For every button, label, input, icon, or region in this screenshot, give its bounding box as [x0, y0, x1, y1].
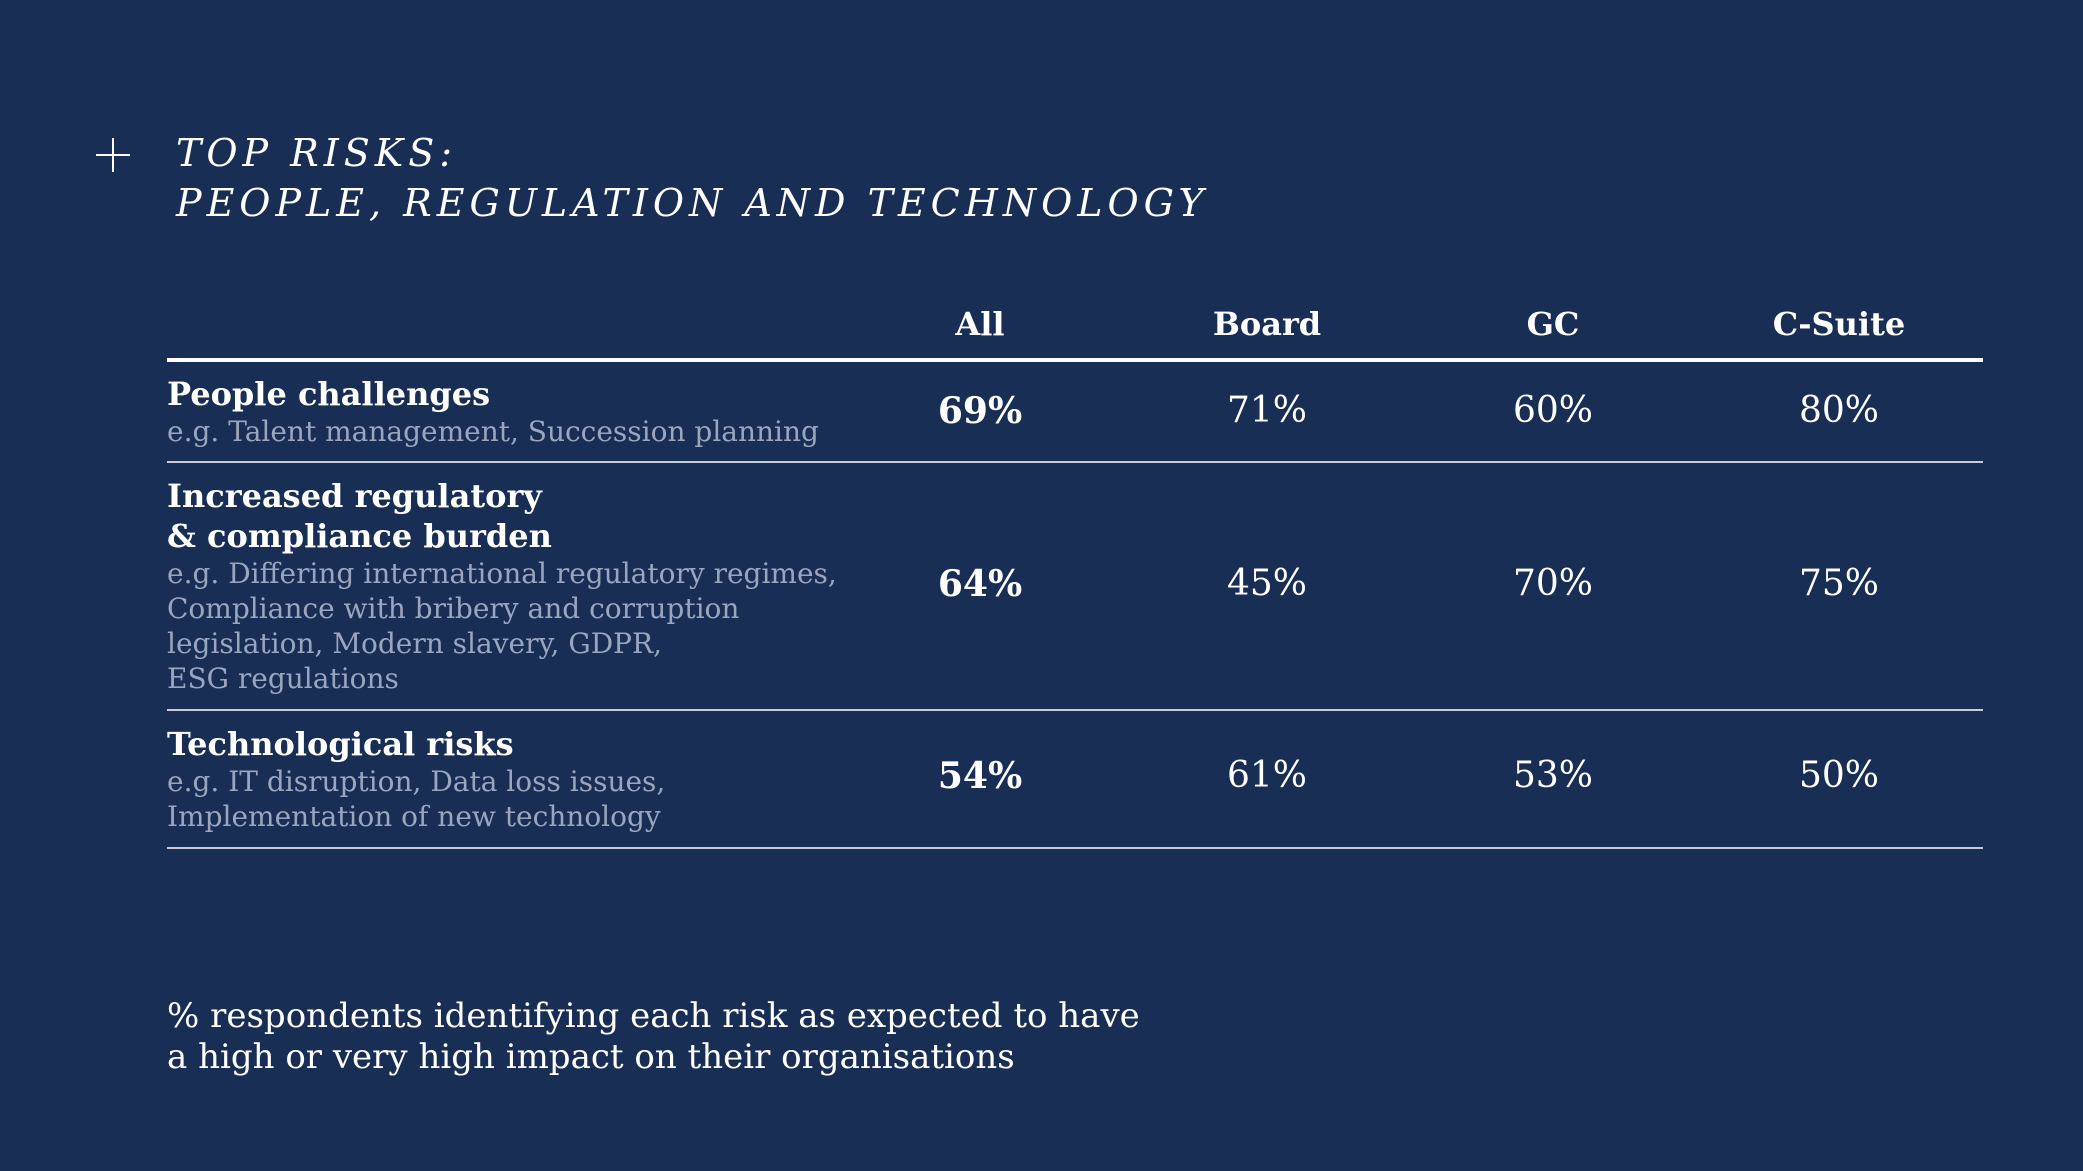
row-title: People challenges [167, 375, 491, 413]
value-board: 71% [1226, 390, 1307, 431]
row-subtitle: e.g. IT disruption, Data loss issues, [167, 765, 666, 798]
title-line-1: TOP RISKS: [176, 131, 458, 175]
value-gc: 70% [1512, 563, 1593, 604]
risk-table: All Board GC C-Suite People challenges e… [167, 300, 1983, 849]
column-header-all: All [955, 305, 1005, 343]
row-subtitle: ESG regulations [167, 662, 399, 695]
value-all: 64% [937, 563, 1023, 605]
footnote: % respondents identifying each risk as e… [167, 996, 1140, 1078]
page-title: TOP RISKS: PEOPLE, REGULATION AND TECHNO… [176, 128, 1208, 228]
row-label: Technological risks e.g. IT disruption, … [167, 724, 887, 834]
table-row: Technological risks e.g. IT disruption, … [167, 711, 1983, 849]
value-gc: 53% [1512, 755, 1593, 796]
row-subtitle: e.g. Differing international regulatory … [167, 557, 837, 590]
value-csuite: 50% [1798, 755, 1879, 796]
value-board: 45% [1226, 563, 1307, 604]
value-board: 61% [1226, 755, 1307, 796]
column-header-csuite: C-Suite [1772, 305, 1906, 343]
value-csuite: 80% [1798, 390, 1879, 431]
plus-icon [96, 138, 130, 172]
footnote-line-1: % respondents identifying each risk as e… [167, 996, 1140, 1036]
table-header: All Board GC C-Suite [167, 300, 1983, 362]
footnote-line-2: a high or very high impact on their orga… [167, 1037, 1015, 1077]
column-header-board: Board [1212, 305, 1322, 343]
value-gc: 60% [1512, 390, 1593, 431]
row-title: Increased regulatory [167, 477, 542, 515]
table-row: People challenges e.g. Talent management… [167, 362, 1983, 463]
title-line-2: PEOPLE, REGULATION AND TECHNOLOGY [176, 181, 1209, 225]
row-label: People challenges e.g. Talent management… [167, 374, 887, 449]
table-row: Increased regulatory & compliance burden… [167, 463, 1983, 711]
value-csuite: 75% [1798, 563, 1879, 604]
row-label: Increased regulatory & compliance burden… [167, 476, 887, 696]
value-all: 54% [937, 755, 1023, 797]
row-subtitle: e.g. Talent management, Succession plann… [167, 415, 819, 448]
row-title: & compliance burden [167, 517, 552, 555]
value-all: 69% [937, 390, 1023, 432]
row-subtitle: Implementation of new technology [167, 800, 661, 833]
column-header-gc: GC [1526, 305, 1580, 343]
row-title: Technological risks [167, 725, 514, 763]
row-subtitle: Compliance with bribery and corruption [167, 592, 740, 625]
row-subtitle: legislation, Modern slavery, GDPR, [167, 627, 662, 660]
